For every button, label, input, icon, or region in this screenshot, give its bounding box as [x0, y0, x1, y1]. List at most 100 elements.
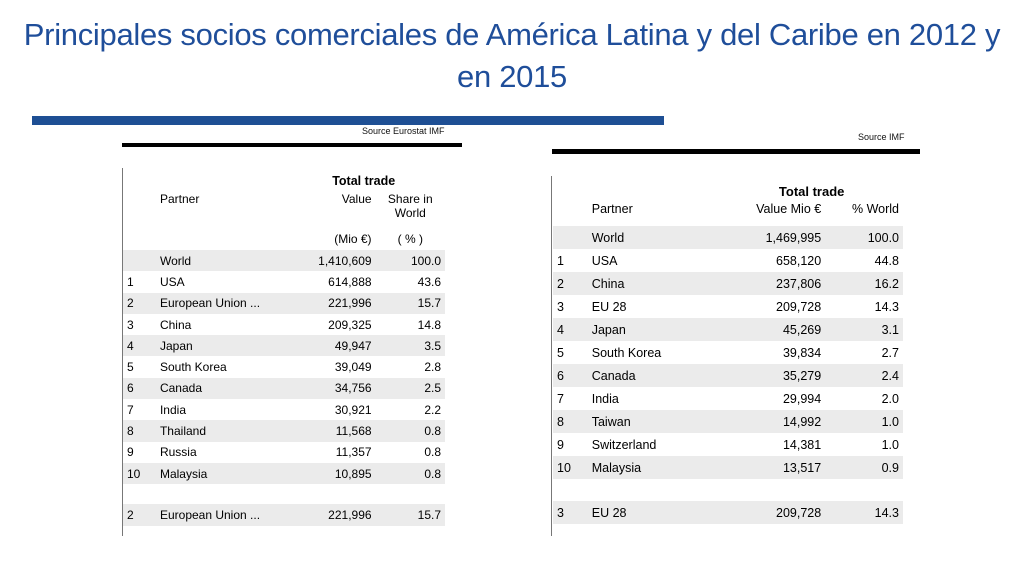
row-partner: World: [155, 250, 283, 272]
row-value: 11,357: [335, 445, 372, 460]
right-trade-table: Total trade Partner Value Mio € % World …: [553, 180, 903, 524]
slide-title: Principales socios comerciales de Améric…: [23, 17, 1001, 94]
right-col-value: Value Mio €: [756, 202, 822, 216]
row-value: 39,834: [782, 345, 822, 360]
left-footer-value: 221,996: [282, 504, 376, 526]
table-row: 9 Switzerland 14,381 1.0: [553, 433, 903, 456]
left-spacer: [123, 484, 445, 504]
row-rank: 3: [557, 299, 564, 314]
row-rank: 1: [557, 253, 564, 268]
table-row: 8 Thailand 11,568 0.8: [123, 420, 445, 442]
row-share: 2.8: [424, 360, 441, 375]
row-value: 45,269: [720, 318, 826, 341]
table-row: World 1,410,609 100.0: [123, 250, 445, 272]
right-footer-rank: 3: [553, 501, 588, 524]
row-partner: China: [587, 272, 721, 295]
row-value: 30,921: [334, 402, 372, 417]
row-rank: 4: [123, 335, 156, 357]
right-source-label: Source IMF: [858, 132, 905, 142]
row-value: 10,895: [282, 462, 376, 485]
row-share: 2.4: [825, 364, 903, 387]
row-partner: USA: [591, 253, 618, 268]
row-partner: Taiwan: [587, 410, 721, 433]
row-partner: India: [591, 391, 619, 406]
table-row: 2 European Union ... 221,996 15.7: [123, 292, 445, 314]
row-value: 49,947: [282, 335, 376, 357]
row-partner: Japan: [155, 335, 283, 357]
row-partner: India: [159, 402, 186, 417]
row-share: 0.8: [375, 462, 445, 485]
left-col-value: Value: [341, 192, 372, 206]
table-row: 6 Canada 35,279 2.4: [553, 364, 903, 387]
left-table-left-border: [122, 168, 123, 536]
table-row: 3 EU 28 209,728 14.3: [553, 295, 903, 318]
row-value: 221,996: [282, 292, 376, 314]
table-row: 1 USA 614,888 43.6: [123, 271, 445, 292]
table-row: 1 USA 658,120 44.8: [553, 249, 903, 272]
row-share: 44.8: [874, 253, 899, 268]
row-partner: Russia: [159, 445, 197, 460]
right-table-top-bar: [552, 149, 920, 154]
row-share: 0.8: [424, 445, 441, 460]
row-share: 100.0: [375, 250, 445, 272]
row-rank: 10: [553, 456, 588, 479]
row-share: 16.2: [825, 272, 903, 295]
row-partner: Japan: [587, 318, 721, 341]
row-rank: 7: [557, 391, 564, 406]
row-share: 1.0: [825, 410, 903, 433]
row-partner: South Korea: [159, 360, 227, 375]
row-rank: 2: [123, 292, 156, 314]
row-share: 2.5: [375, 377, 445, 400]
table-row: 3 China 209,325 14.8: [123, 314, 445, 335]
row-rank: 6: [123, 377, 156, 400]
right-header-total-trade: Total trade: [778, 183, 845, 199]
row-rank: 6: [553, 364, 588, 387]
row-share: 100.0: [825, 226, 903, 249]
row-share: 2.7: [881, 345, 899, 360]
row-share: 3.1: [825, 318, 903, 341]
table-row: 10 Malaysia 10,895 0.8: [123, 462, 445, 485]
table-row: 7 India 30,921 2.2: [123, 399, 445, 420]
right-col-partner: Partner: [591, 202, 633, 216]
row-partner: South Korea: [591, 345, 662, 360]
row-partner: China: [159, 317, 192, 332]
row-share: 2.0: [881, 391, 899, 406]
right-table-left-border: [551, 176, 552, 536]
right-spacer: [553, 479, 903, 501]
row-partner: Malaysia: [155, 462, 283, 485]
row-rank: [123, 250, 156, 272]
left-header-total-trade: Total trade: [332, 174, 396, 188]
row-value: 658,120: [776, 253, 822, 268]
row-rank: [553, 226, 588, 249]
row-partner: Canada: [587, 364, 721, 387]
left-unit-value: (Mio €): [334, 232, 372, 246]
row-partner: Malaysia: [587, 456, 721, 479]
row-rank: 10: [123, 462, 156, 485]
left-source-label: Source Eurostat IMF: [362, 126, 445, 136]
table-row: 2 China 237,806 16.2: [553, 272, 903, 295]
table-row: 5 South Korea 39,049 2.8: [123, 356, 445, 377]
left-footer-partner: European Union ...: [155, 504, 283, 526]
row-share: 15.7: [375, 292, 445, 314]
row-share: 14.3: [874, 299, 899, 314]
row-share: 3.5: [375, 335, 445, 357]
row-value: 13,517: [720, 456, 826, 479]
table-row: 6 Canada 34,756 2.5: [123, 377, 445, 400]
table-row: 4 Japan 45,269 3.1: [553, 318, 903, 341]
right-footer-value: 209,728: [720, 501, 826, 524]
row-value: 35,279: [720, 364, 826, 387]
row-partner: USA: [159, 274, 185, 289]
left-col-share: Share in World: [387, 192, 433, 220]
left-footer-row: 2 European Union ... 221,996 15.7: [123, 504, 445, 526]
row-share: 14.8: [417, 317, 441, 332]
row-partner: European Union ...: [155, 292, 283, 314]
row-partner: Canada: [155, 377, 283, 400]
table-row: 4 Japan 49,947 3.5: [123, 335, 445, 357]
row-rank: 1: [127, 274, 134, 289]
row-partner: World: [587, 226, 721, 249]
right-col-share: % World: [851, 202, 899, 216]
row-value: 34,756: [282, 377, 376, 400]
row-share: 43.6: [417, 274, 441, 289]
row-value: 237,806: [720, 272, 826, 295]
row-rank: 7: [127, 402, 134, 417]
